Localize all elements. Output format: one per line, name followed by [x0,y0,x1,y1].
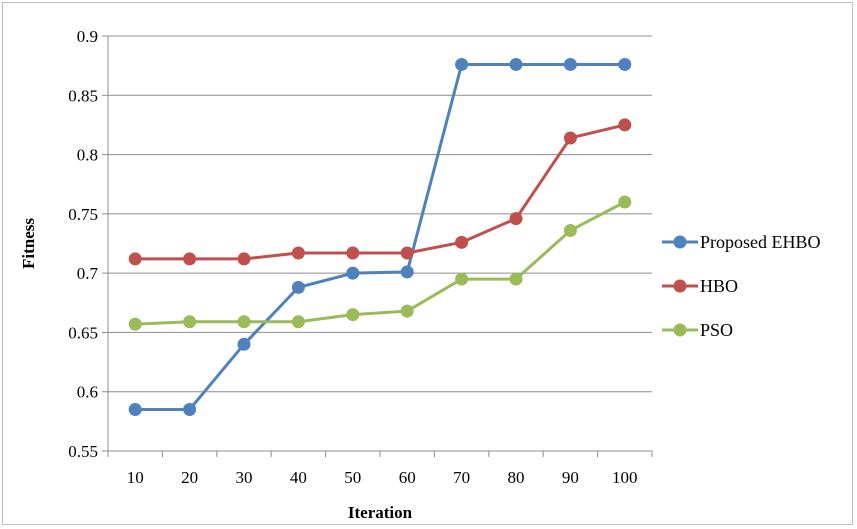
data-point [563,131,577,145]
x-tick-label: 70 [453,468,470,487]
axes [102,35,653,457]
data-point [400,246,414,260]
legend-item: HBO [662,276,738,296]
data-point [618,195,632,209]
data-point [455,272,469,286]
series-hbo [128,118,632,266]
data-point [291,246,305,260]
legend: Proposed EHBO HBO PSO [662,232,821,340]
data-point [183,315,197,329]
y-tick-label: 0.6 [77,383,98,402]
x-tick-labels: 10 20 30 40 50 60 70 80 90 100 [127,468,638,487]
data-point [400,304,414,318]
data-point [183,252,197,266]
data-point [455,235,469,249]
legend-label: HBO [700,276,738,296]
data-point [563,223,577,237]
data-point [237,337,251,351]
series-line [135,62,625,411]
data-point [618,57,632,71]
y-tick-label: 0.75 [68,205,98,224]
series-line [135,200,626,326]
series-pso [128,195,632,331]
x-tick-label: 40 [290,468,307,487]
data-point [346,266,360,280]
y-tick-label: 0.65 [68,323,98,342]
y-axis-label: Fitness [19,218,38,269]
data-point [291,315,305,329]
data-point [455,57,469,71]
y-tick-label: 0.7 [77,264,99,283]
x-tick-label: 30 [236,468,253,487]
y-tick-label: 0.8 [77,146,98,165]
legend-marker [673,235,687,249]
data-point [618,118,632,132]
y-tick-labels: 0.55 0.6 0.65 0.7 0.75 0.8 0.85 0.9 [68,27,98,461]
data-point [291,280,305,294]
x-tick-label: 90 [562,468,579,487]
legend-label: PSO [700,320,733,340]
data-point [509,57,523,71]
x-tick-label: 50 [344,468,361,487]
legend-item: Proposed EHBO [662,232,821,252]
series-line [135,123,626,261]
data-point [346,246,360,260]
data-point [183,403,197,416]
y-tick-label: 0.9 [77,27,98,46]
data-point [128,252,142,266]
data-point [128,403,142,416]
data-point [400,265,414,279]
x-axis-label: Iteration [348,503,413,522]
data-point [509,212,523,226]
data-point [509,272,523,286]
data-point [346,308,360,322]
y-tick-label: 0.85 [68,86,98,105]
data-point [128,317,142,331]
data-point [237,315,251,329]
x-tick-label: 100 [612,468,638,487]
series-group [128,57,632,416]
gridlines [108,35,652,393]
x-tick-label: 10 [127,468,144,487]
legend-item: PSO [662,320,733,340]
x-tick-label: 80 [508,468,525,487]
data-point [237,252,251,266]
series-proposed-ehbo [128,57,632,416]
x-tick-label: 60 [399,468,416,487]
y-tick-label: 0.55 [68,442,98,461]
legend-label: Proposed EHBO [700,232,821,252]
legend-marker [673,323,687,337]
x-tick-label: 20 [181,468,198,487]
legend-marker [673,279,687,293]
data-point [563,57,577,71]
